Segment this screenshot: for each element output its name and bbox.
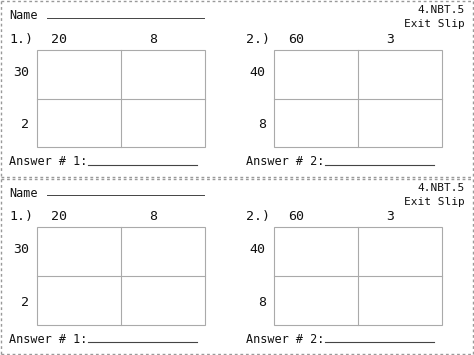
Text: 1.): 1.) (9, 210, 33, 223)
Text: 2: 2 (21, 118, 29, 131)
Text: Name: Name (9, 10, 38, 22)
Text: 20: 20 (51, 33, 67, 45)
Text: Answer # 1:: Answer # 1: (9, 333, 88, 345)
Text: 8: 8 (258, 118, 266, 131)
Text: 60: 60 (288, 210, 304, 223)
Text: 2.): 2.) (246, 33, 270, 45)
Text: 2: 2 (21, 296, 29, 309)
Text: 8: 8 (149, 210, 157, 223)
Text: 40: 40 (250, 66, 266, 79)
Text: Name: Name (9, 187, 38, 200)
Text: 2.): 2.) (246, 210, 270, 223)
Text: 60: 60 (288, 33, 304, 45)
Text: Answer # 2:: Answer # 2: (246, 333, 325, 345)
Text: 30: 30 (13, 243, 29, 256)
Text: 3: 3 (386, 210, 394, 223)
Text: 8: 8 (149, 33, 157, 45)
Text: 8: 8 (258, 296, 266, 309)
Bar (274, 227, 442, 325)
Bar (37, 227, 205, 325)
Text: 20: 20 (51, 210, 67, 223)
Text: 30: 30 (13, 66, 29, 79)
Text: 3: 3 (386, 33, 394, 45)
Text: Answer # 1:: Answer # 1: (9, 155, 88, 168)
Bar (37, 50, 205, 147)
Text: Answer # 2:: Answer # 2: (246, 155, 325, 168)
Text: 1.): 1.) (9, 33, 33, 45)
Text: 4.NBT.5
Exit Slip: 4.NBT.5 Exit Slip (404, 5, 465, 29)
Bar (274, 50, 442, 147)
Text: 4.NBT.5
Exit Slip: 4.NBT.5 Exit Slip (404, 183, 465, 207)
Text: 40: 40 (250, 243, 266, 256)
